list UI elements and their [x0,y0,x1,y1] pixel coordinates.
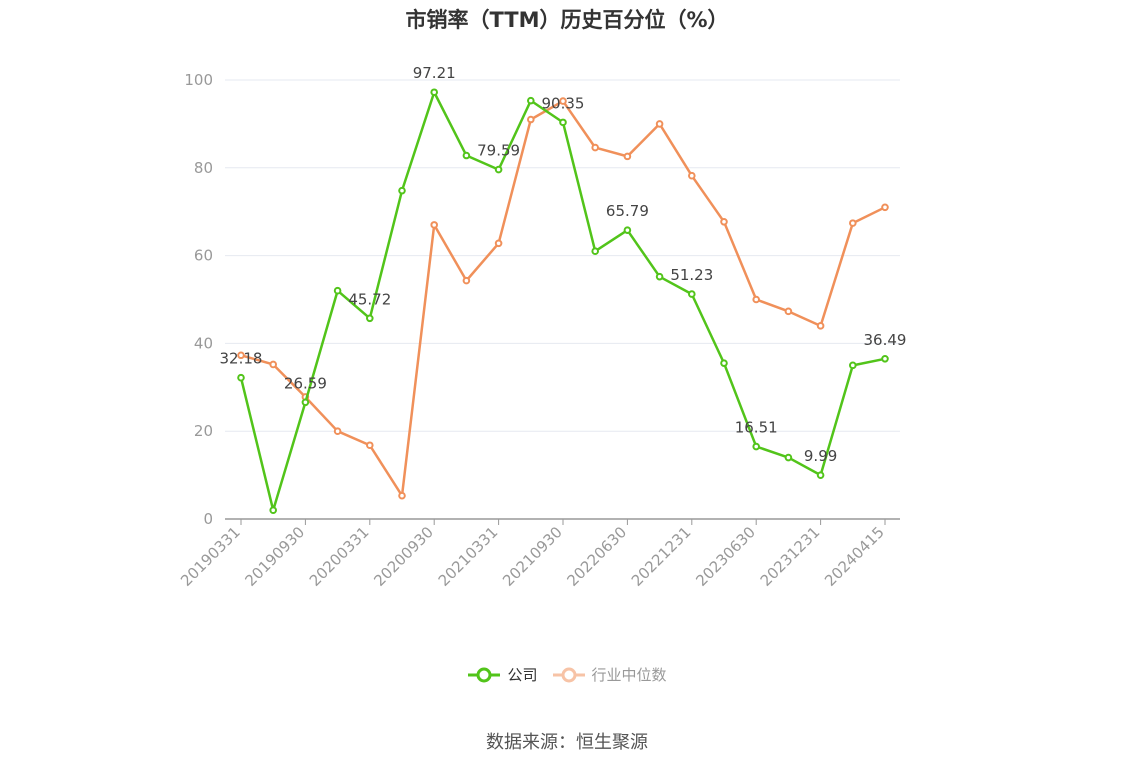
point-company [333,286,342,295]
legend: 公司 行业中位数 [0,664,1134,685]
point-industry-median [816,322,825,330]
point-industry-median [752,295,761,304]
point-industry-median [655,120,664,128]
y-tick-label: 0 [203,510,213,528]
data-labels: 32.18 26.59 45.72 97.21 79.59 90.35 65.79 51.23… [220,64,907,465]
x-tick-label: 20200930 [370,523,437,590]
point-industry-median [623,152,632,161]
x-tick-label: 20200331 [306,523,373,590]
x-tick-label: 20240415 [821,523,888,590]
point-company [527,96,535,105]
legend-industry-label: 行业中位数 [591,666,667,684]
point-company [237,373,245,382]
point-industry-median [559,97,567,105]
point-industry-median [366,441,374,450]
point-company [688,290,696,298]
data-label-company: 65.79 [606,202,649,220]
point-industry-median [881,203,889,212]
point-industry-median [462,276,471,285]
point-industry-median [591,143,600,152]
legend-company-label: 公司 [507,666,538,684]
data-label-company: 45.72 [348,290,391,308]
series-line-company [239,90,886,512]
point-industry-median [398,491,406,500]
data-label-company: 51.23 [670,266,713,284]
point-company [591,247,600,256]
y-tick-label: 80 [194,159,213,177]
data-label-company: 79.59 [477,142,520,160]
x-tick-label: 20210331 [435,523,502,590]
point-industry-median [430,221,439,229]
point-industry-median [333,427,342,436]
point-industry-median [784,307,793,316]
point-company [462,151,471,160]
y-tick-label: 100 [184,71,213,89]
point-industry-median [688,171,696,180]
point-company [559,118,567,127]
x-tick-label: 20190331 [177,523,244,590]
point-company [720,359,728,367]
axes: 0 20 40 60 80 100 2019033120190930202003312020… [177,71,900,590]
point-industry-median [237,351,245,360]
legend-item-company[interactable]: 公司 [467,664,538,685]
x-tick-label: 20190930 [242,523,309,590]
x-tick-label: 20231231 [757,523,824,590]
y-tick-label: 20 [194,422,213,440]
legend-industry-swatch-icon [552,667,585,682]
y-tick-label: 60 [194,247,213,265]
point-industry-median [527,115,535,124]
point-industry-median [720,217,728,226]
point-company [816,471,825,479]
series-line-industry-median [240,99,886,497]
data-label-company: 26.59 [284,374,327,392]
data-label-company: 97.21 [413,64,456,82]
data-label-company: 32.18 [220,350,263,368]
x-tick-label: 20210930 [499,523,566,590]
point-company [366,314,374,323]
point-industry-median [269,360,278,369]
point-company [849,361,857,370]
source-note: 数据来源：恒生聚源 [486,732,648,753]
point-industry-median [849,219,857,227]
point-company [398,186,406,195]
line-chart: 0 20 40 60 80 100 2019033120190930202003312020… [177,64,907,590]
data-label-company: 9.99 [804,447,837,465]
legend-item-industry-median[interactable]: 行业中位数 [552,664,667,685]
series [237,88,889,515]
point-industry-median [494,239,503,248]
x-tick-label: 20221231 [628,523,695,590]
point-company [752,442,761,451]
point-company [881,355,889,363]
point-company [784,453,793,462]
data-label-company: 90.35 [542,94,585,112]
point-company [430,88,439,97]
point-company [623,226,632,234]
y-tick-label: 40 [194,334,213,352]
point-company [301,398,310,407]
point-company [655,272,664,281]
data-label-company: 16.51 [735,419,778,437]
point-company [269,506,278,515]
chart-title: 市销率（TTM）历史百分位（%） [405,8,729,32]
data-label-company: 36.49 [864,331,907,349]
legend-company-swatch-icon [468,667,501,682]
x-tick-label: 20220630 [564,523,631,590]
point-company [494,165,503,174]
x-tick-label: 20230630 [692,523,759,590]
